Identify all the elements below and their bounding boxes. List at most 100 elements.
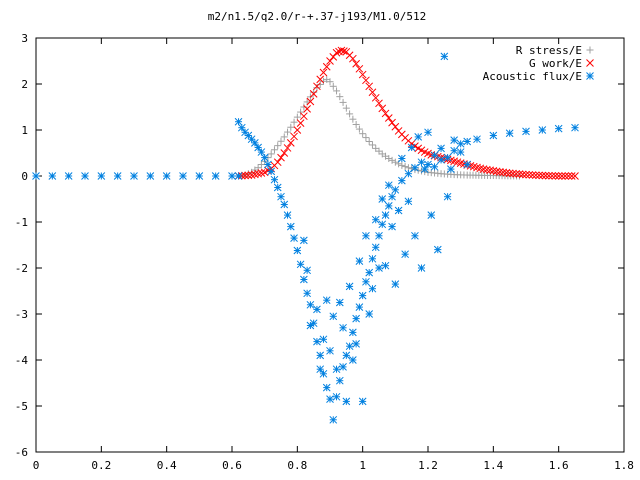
- data-point: [313, 305, 321, 314]
- data-point-stroke: [541, 171, 550, 180]
- data-point: [342, 397, 351, 406]
- data-point-stroke: [388, 192, 396, 201]
- data-point-stroke: [433, 245, 442, 254]
- data-point: [241, 171, 249, 180]
- data-point: [270, 161, 279, 170]
- data-point: [345, 342, 354, 351]
- data-point: [378, 220, 387, 229]
- plot-frame: [35, 37, 625, 453]
- data-point-stroke: [535, 171, 543, 180]
- data-point: [450, 136, 458, 144]
- data-point: [398, 154, 406, 163]
- data-point-stroke: [505, 129, 514, 138]
- data-point-stroke: [355, 64, 364, 73]
- data-point: [293, 246, 302, 255]
- data-point-stroke: [502, 168, 511, 177]
- data-point-stroke: [531, 171, 540, 180]
- data-point-stroke: [355, 257, 364, 265]
- data-point: [391, 122, 400, 131]
- data-point: [476, 164, 485, 173]
- data-point-stroke: [492, 167, 501, 176]
- data-point: [558, 172, 566, 180]
- data-point: [381, 261, 390, 270]
- data-point: [316, 365, 325, 374]
- data-point: [398, 161, 406, 169]
- data-point: [162, 172, 171, 180]
- data-point: [384, 181, 393, 190]
- data-point-stroke: [447, 165, 455, 173]
- data-point: [237, 123, 246, 132]
- y-tick-label: 2: [21, 78, 28, 91]
- data-point-stroke: [113, 172, 122, 180]
- data-point: [251, 170, 259, 179]
- data-point: [342, 351, 351, 360]
- data-point: [300, 112, 308, 121]
- data-point-stroke: [391, 122, 400, 131]
- data-point: [287, 123, 295, 131]
- data-point: [388, 156, 396, 164]
- data-point-stroke: [368, 284, 377, 293]
- data-point: [463, 160, 472, 169]
- data-point-stroke: [362, 277, 370, 286]
- data-point: [319, 335, 328, 344]
- data-point-stroke: [349, 328, 357, 337]
- data-point: [528, 171, 537, 179]
- data-point-stroke: [567, 172, 576, 180]
- data-point-stroke: [48, 172, 57, 180]
- data-point-stroke: [319, 335, 328, 344]
- data-point: [326, 78, 334, 86]
- data-point-stroke: [450, 136, 458, 144]
- data-point: [280, 133, 288, 141]
- data-point-stroke: [300, 275, 308, 284]
- x-tick-label: 1.4: [483, 459, 503, 472]
- data-point: [277, 192, 285, 201]
- data-point: [551, 172, 560, 180]
- data-point: [322, 62, 331, 71]
- data-point-stroke: [411, 231, 419, 240]
- data-point: [378, 195, 387, 203]
- data-point: [371, 215, 380, 224]
- data-point: [414, 133, 423, 141]
- data-point-stroke: [280, 200, 289, 209]
- y-tick-label: 3: [21, 32, 28, 45]
- data-point: [274, 142, 282, 150]
- legend-label: Acoustic flux/E: [483, 70, 582, 83]
- data-point: [340, 47, 348, 55]
- data-point-stroke: [32, 172, 40, 180]
- data-point-stroke: [489, 131, 498, 140]
- data-point-stroke: [388, 118, 396, 127]
- data-point-stroke: [384, 181, 393, 190]
- data-point-stroke: [264, 166, 272, 175]
- data-point-stroke: [264, 160, 272, 169]
- data-point: [384, 202, 393, 210]
- data-point: [531, 171, 540, 180]
- data-point: [404, 164, 412, 172]
- data-point-stroke: [424, 149, 432, 158]
- data-point-stroke: [371, 93, 380, 102]
- data-point: [561, 172, 570, 180]
- data-point: [430, 151, 439, 160]
- data-point-stroke: [456, 159, 465, 167]
- data-point: [382, 152, 390, 160]
- data-point: [564, 172, 573, 180]
- data-point: [146, 172, 155, 180]
- data-point: [322, 296, 331, 305]
- data-point-stroke: [522, 127, 530, 136]
- data-point-stroke: [554, 172, 563, 180]
- data-point-stroke: [358, 397, 367, 406]
- data-point-stroke: [414, 144, 423, 153]
- data-point: [420, 165, 429, 173]
- data-point: [290, 234, 298, 242]
- data-point: [417, 264, 426, 272]
- data-point-stroke: [420, 165, 429, 173]
- data-point: [309, 90, 318, 98]
- data-point: [388, 222, 396, 231]
- data-point-stroke: [270, 175, 279, 184]
- data-point: [345, 282, 354, 291]
- data-point: [371, 243, 380, 252]
- data-point-stroke: [375, 231, 383, 240]
- data-point: [473, 135, 481, 144]
- data-point-stroke: [561, 172, 570, 180]
- data-point-stroke: [538, 126, 547, 134]
- data-point-stroke: [244, 171, 253, 180]
